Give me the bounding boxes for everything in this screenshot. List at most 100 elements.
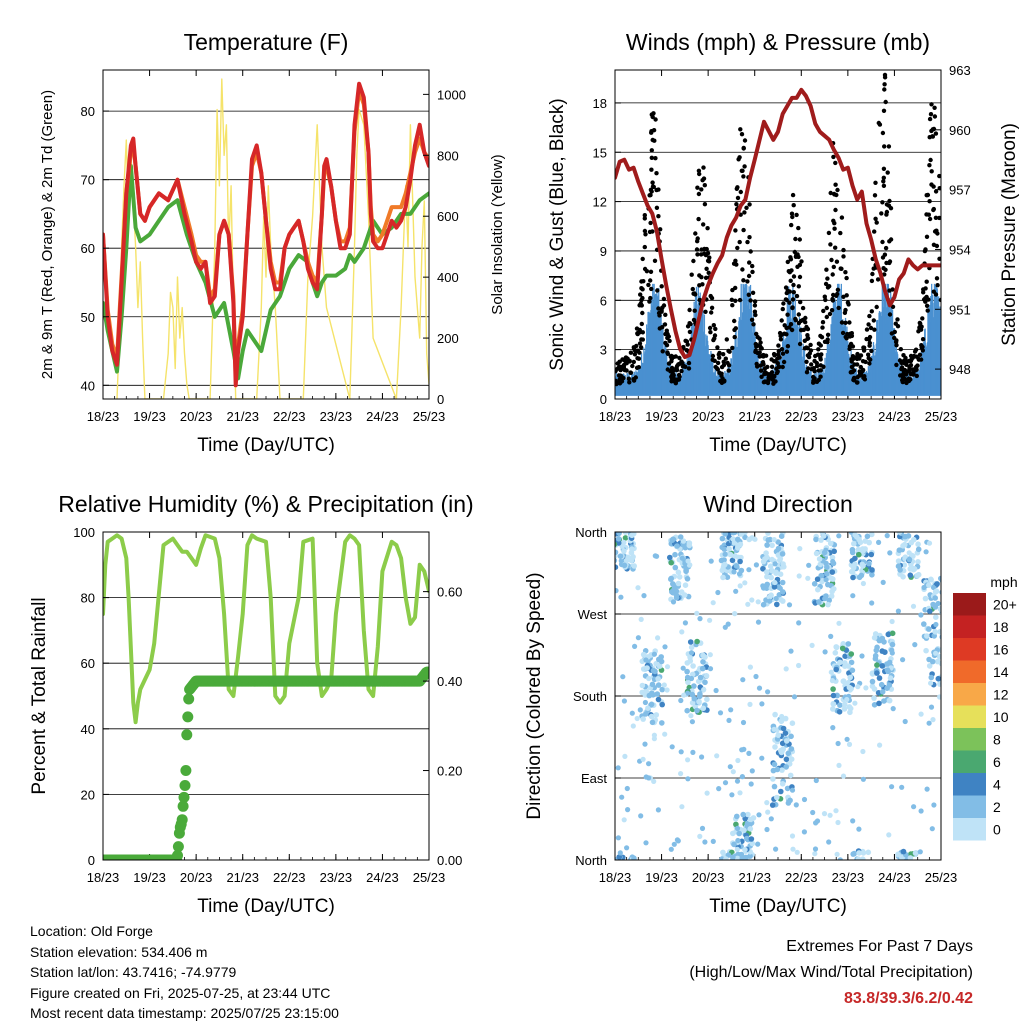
winds-gust-point xyxy=(741,145,746,151)
winds-gust-point xyxy=(759,346,764,351)
winds-gust-point xyxy=(924,294,929,300)
wind_direction-point xyxy=(884,661,890,667)
wind_direction-point xyxy=(928,577,934,583)
wind_direction-point xyxy=(630,723,636,729)
temperature-y2tick-label: 200 xyxy=(437,331,459,346)
winds-gust-point xyxy=(712,336,717,341)
winds-gust-point xyxy=(840,330,846,336)
winds-gust-point xyxy=(651,111,656,116)
wind_direction-point xyxy=(859,653,865,659)
wind_direction-point xyxy=(640,716,646,722)
wind_direction-point xyxy=(702,839,708,845)
wind_direction-point xyxy=(847,674,853,681)
wind_direction-point xyxy=(881,639,887,645)
wind_direction-point xyxy=(684,576,691,582)
winds-gust-point xyxy=(927,199,932,204)
wind_direction-point xyxy=(615,564,619,570)
wind_direction-point xyxy=(813,550,820,557)
winds-gust-point xyxy=(855,351,860,357)
wind_direction-point xyxy=(821,811,828,817)
wind_direction-point xyxy=(770,776,776,782)
wind_direction-point xyxy=(801,829,808,835)
wind_direction-point xyxy=(939,653,941,660)
wind_direction-point xyxy=(730,536,736,542)
wind_direction-point xyxy=(907,855,914,860)
wind_direction-point xyxy=(767,563,774,569)
wind_direction-point xyxy=(671,841,677,847)
winds-gust-point xyxy=(642,244,647,250)
wind_direction-point xyxy=(933,614,939,620)
winds-gust-point xyxy=(721,352,726,357)
wind_direction-point xyxy=(722,551,728,557)
winds-gust-point xyxy=(666,361,672,366)
winds-gust-point xyxy=(908,353,914,359)
winds-gust-point xyxy=(659,284,664,289)
wind_direction-point xyxy=(933,588,940,594)
wind_direction-point xyxy=(682,582,689,588)
winds-gust-point xyxy=(731,261,737,266)
winds-gust-point xyxy=(770,377,776,383)
winds-gust-point xyxy=(831,264,836,270)
wind_direction-point xyxy=(863,685,869,691)
wind_direction-point xyxy=(646,775,652,781)
wind_direction-point xyxy=(661,682,667,688)
winds-gust-point xyxy=(727,349,732,354)
wind_direction-legend-swatch xyxy=(953,818,986,841)
winds-gust-point xyxy=(654,205,660,210)
wind_direction-point xyxy=(615,541,618,548)
wind_direction-point xyxy=(794,849,800,855)
wind_direction-point xyxy=(701,687,707,693)
wind_direction-point xyxy=(764,800,770,806)
winds-gust-point xyxy=(874,220,879,225)
wind_direction-point xyxy=(876,700,882,707)
wind_direction-point xyxy=(884,533,890,539)
wind_direction-point xyxy=(771,537,777,543)
wind_direction-point xyxy=(783,756,790,763)
winds-gust-point xyxy=(929,169,934,174)
wind_direction-point xyxy=(784,785,791,792)
wind_direction-point xyxy=(841,701,848,708)
winds-gust-point xyxy=(880,200,885,205)
wind_direction-point xyxy=(765,689,771,695)
wind_direction-xtick-label: 19/23 xyxy=(645,870,678,885)
winds-gust-point xyxy=(646,282,651,288)
winds-gust-point xyxy=(808,348,814,353)
winds-gust-point xyxy=(841,294,846,299)
winds-gust-point xyxy=(747,235,752,240)
winds-gust-point xyxy=(789,222,794,228)
wind_direction-point xyxy=(736,830,742,837)
wind_direction-legend-label: 10 xyxy=(993,709,1009,725)
wind_direction-point xyxy=(615,536,622,542)
wind_direction-point xyxy=(617,553,624,559)
rh-precip-point xyxy=(180,765,192,776)
wind_direction-point xyxy=(886,832,892,838)
wind_direction-point xyxy=(811,581,818,587)
winds-gust-point xyxy=(738,189,743,195)
wind_direction-point xyxy=(664,687,670,693)
wind_direction-point xyxy=(767,536,773,543)
winds-gust-point xyxy=(721,362,727,368)
winds-gust-point xyxy=(730,287,735,293)
wind_direction-point xyxy=(788,733,794,740)
winds-gust-point xyxy=(824,305,829,311)
wind_direction-point xyxy=(767,598,773,604)
wind_direction-point xyxy=(845,641,852,647)
wind_direction-point xyxy=(615,557,618,564)
winds-gust-point xyxy=(755,364,760,369)
wind_direction-point xyxy=(732,553,738,559)
wind_direction-point xyxy=(763,569,770,575)
winds-gust-point xyxy=(793,236,798,242)
winds-gust-point xyxy=(887,312,893,317)
winds-gust-point xyxy=(928,112,934,117)
winds-xtick-label: 23/23 xyxy=(832,409,865,424)
winds-gust-point xyxy=(686,360,692,366)
wind_direction-point xyxy=(749,768,755,774)
wind_direction-point xyxy=(678,771,684,777)
winds-gust-point xyxy=(732,334,737,340)
winds-gust-point xyxy=(758,340,763,345)
winds-gust-point xyxy=(640,337,645,342)
winds-gust-point xyxy=(686,366,692,371)
wind_direction-point xyxy=(851,850,857,857)
wind_direction-point xyxy=(679,629,685,635)
wind_direction-point xyxy=(675,569,682,576)
